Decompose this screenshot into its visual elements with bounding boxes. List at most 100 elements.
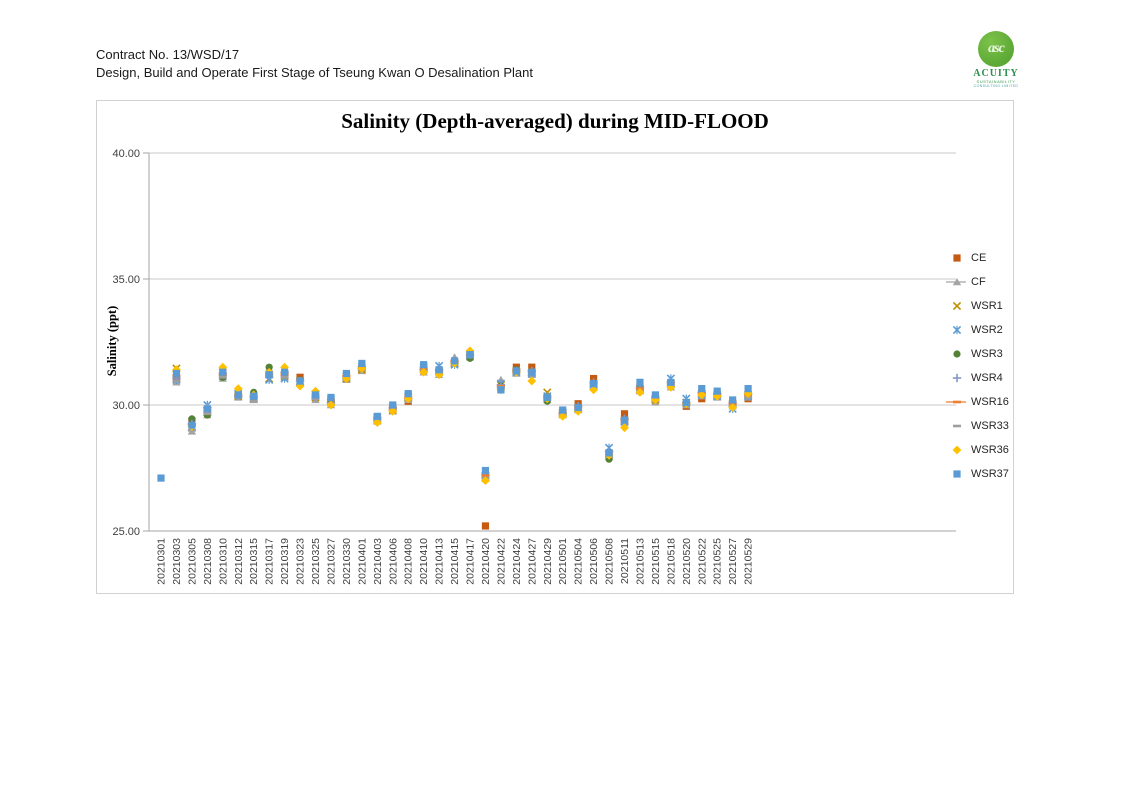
data-point [311,391,320,399]
legend-item-ce: CE [946,246,1009,270]
x-tick-label: 20210330 [341,538,353,585]
x-tick-label: 20210301 [156,538,168,585]
data-point [450,357,459,365]
data-point [327,393,335,402]
x-tick-label: 20210429 [542,538,554,585]
data-point [620,410,629,418]
x-tick-label: 20210504 [573,538,585,585]
x-tick-label: 20210319 [279,538,291,585]
legend-label: WSR37 [971,468,1009,480]
data-point [219,368,227,376]
square-marker-icon [953,470,961,478]
data-point [527,376,537,386]
data-point [466,351,474,359]
logo-monogram: asc [988,41,1005,56]
data-point [481,522,490,530]
data-point [620,416,629,424]
logo-company-name: ACUITY [973,68,1019,79]
data-point [497,386,505,394]
company-logo: asc ACUITY SUSTAINABILITY CONSULTING LIM… [969,31,1023,88]
x-tick-label: 20210415 [449,538,461,585]
legend-label: CF [971,276,986,288]
data-point [420,361,428,369]
x-tick-label: 20210325 [310,538,322,585]
x-tick-label: 20210303 [171,538,183,585]
legend-label: WSR33 [971,420,1009,432]
data-point [250,392,258,400]
legend-item-wsr2: WSR2 [946,318,1009,342]
data-point [218,375,227,379]
x-tick-label: 20210501 [557,538,569,585]
x-tick-label: 20210424 [511,538,523,585]
project-title: Design, Build and Operate First Stage of… [96,65,533,80]
dash-marker-icon [946,400,966,404]
x-tick-label: 20210513 [634,538,646,585]
x-tick-label: 20210506 [588,538,600,585]
data-point [528,368,536,376]
x-tick-label: 20210527 [727,538,739,585]
x-tick-label: 20210525 [712,538,724,585]
salinity-chart: Salinity (Depth-averaged) during MID-FLO… [96,100,1014,594]
legend-item-cf: CF [946,270,1009,294]
x-tick-label: 20210323 [295,538,307,585]
y-tick-label: 35.00 [112,274,140,286]
document-header: Contract No. 13/WSD/17 Design, Build and… [96,46,533,82]
x-tick-label: 20210327 [325,538,337,585]
x-tick-label: 20210515 [650,538,662,585]
data-point [651,391,659,399]
x-tick-label: 20210420 [480,538,492,585]
legend-label: WSR2 [971,324,1003,336]
data-point [558,411,568,421]
data-point [697,390,707,400]
star-marker-icon [952,325,962,335]
data-point [233,384,243,394]
data-point [265,371,273,379]
x-tick-label: 20210312 [233,538,245,585]
chart-title: Salinity (Depth-averaged) during MID-FLO… [341,109,769,133]
data-point [512,367,520,375]
triangle-marker-icon [946,278,966,286]
x-tick-label: 20210305 [186,538,198,585]
data-point [435,366,443,374]
legend-item-wsr16: WSR16 [946,390,1009,414]
data-point [574,403,582,412]
data-point [311,397,320,400]
x-tick-label: 20210518 [665,538,677,585]
data-point [729,396,737,404]
y-tick-label: 40.00 [112,148,140,160]
square-marker-icon [953,254,961,262]
data-point [953,254,961,262]
data-point [373,412,381,420]
data-point [172,369,181,378]
data-point [234,391,242,399]
data-point [682,398,690,407]
data-point [388,406,398,416]
x-tick-label: 20210403 [372,538,384,585]
logo-subline-1: SUSTAINABILITY [976,79,1016,84]
data-point [188,421,196,429]
x-tick-label: 20210522 [696,538,708,585]
legend-label: WSR36 [971,444,1009,456]
x-tick-label: 20210422 [495,538,507,585]
chart-legend: CE CF WSR1 WSR2 WSR3 WSR4 WSR16 WSR33 WSR36 WSR37 [946,246,1009,486]
data-point [372,418,382,428]
x-tick-label: 20210406 [387,538,399,585]
legend-item-wsr36: WSR36 [946,438,1009,462]
data-point [543,393,551,402]
data-point [296,377,304,385]
legend-item-wsr37: WSR37 [946,462,1009,486]
data-point [172,379,181,383]
legend-label: WSR16 [971,396,1009,408]
data-point [728,403,738,412]
data-point [589,385,598,395]
data-point [952,445,962,455]
data-point [636,378,644,386]
legend-label: CE [971,252,987,264]
data-point [280,375,289,379]
data-point [358,359,366,368]
plus-marker-icon [952,373,962,383]
data-point [590,379,598,388]
data-point [559,406,567,414]
data-point [953,400,961,404]
